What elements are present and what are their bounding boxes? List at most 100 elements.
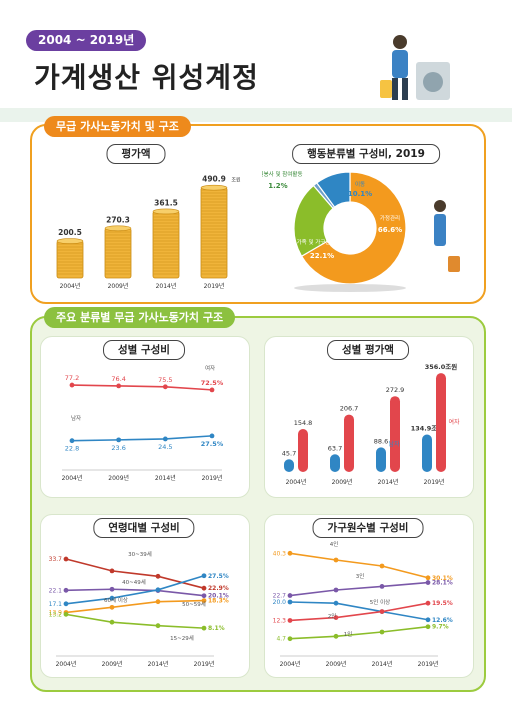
data-label: 22.8 xyxy=(65,445,79,453)
series-point xyxy=(63,556,69,562)
data-label: 27.5% xyxy=(201,440,224,448)
value-bar xyxy=(298,429,308,472)
end-label: 22.9% xyxy=(208,585,229,592)
series-point xyxy=(287,599,293,605)
household-share-line-chart: 2004년 2009년 2014년 2019년 40.3 30.1% 4인 22.7 28.1%… xyxy=(273,541,453,668)
series-point xyxy=(425,580,431,585)
donut-value-label: 10.1% xyxy=(348,190,372,198)
start-label: 22.1 xyxy=(49,587,63,594)
coin-top xyxy=(56,238,84,244)
series-name-label: 3인 xyxy=(356,573,365,580)
series-name-label: 여자 xyxy=(448,418,460,426)
series-point xyxy=(162,436,168,442)
series-line xyxy=(71,384,213,391)
series-point xyxy=(333,615,339,620)
end-label: 18.3% xyxy=(208,598,229,605)
series-name-label: 60세 이상 xyxy=(104,596,128,604)
donut-category-label: 이동 xyxy=(355,180,365,188)
value-label: 63.7 xyxy=(328,444,342,452)
series-point xyxy=(155,587,161,593)
series-name-label: 여자 xyxy=(205,364,215,372)
end-label: 9.7% xyxy=(432,624,449,631)
value-label: 272.9 xyxy=(386,386,405,394)
series-name-label: 50~59세 xyxy=(182,600,206,608)
data-label: 24.5 xyxy=(158,443,172,451)
tick-label: 2019년 xyxy=(424,478,445,486)
start-label: 13.9 xyxy=(49,609,63,616)
coin-top xyxy=(200,184,228,191)
series-point xyxy=(209,433,215,439)
section1-label: 무급 가사노동가치 및 구조 xyxy=(44,116,191,137)
gender-value-title: 성별 평가액 xyxy=(327,340,409,360)
card-gender-share xyxy=(40,336,250,498)
series-name-label: 40~49세 xyxy=(122,578,146,586)
end-label: 12.6% xyxy=(432,617,453,624)
series-point xyxy=(201,625,207,631)
start-label: 13.2 xyxy=(49,611,63,618)
value-bar xyxy=(390,396,400,472)
donut-shadow xyxy=(294,284,406,292)
eval-tick-label: 2004년 xyxy=(60,282,81,290)
tick-label: 2014년 xyxy=(148,660,169,668)
tick-label: 2004년 xyxy=(286,478,307,486)
series-point xyxy=(109,568,115,574)
period-badge: 2004 ~ 2019년 xyxy=(26,30,147,51)
value-bar xyxy=(284,459,294,472)
tick-label: 2009년 xyxy=(332,478,353,486)
value-bar xyxy=(436,373,446,472)
series-point xyxy=(425,600,431,606)
start-label: 20.0 xyxy=(273,599,287,606)
end-label: 27.5% xyxy=(208,573,229,580)
eval-value-label: 361.5 xyxy=(154,198,178,207)
eval-bar xyxy=(200,187,228,279)
tick-label: 2004년 xyxy=(62,474,83,482)
eval-chart-title: 평가액 xyxy=(106,144,166,164)
series-line xyxy=(289,601,429,621)
value-label: 45.7 xyxy=(282,449,296,457)
series-point xyxy=(63,601,69,607)
woman-icon xyxy=(434,200,446,212)
coin-top xyxy=(152,208,180,215)
age-share-line-chart: 2004년 2009년 2014년 2019년 33.7 22.9% 30~39세 22.1 2… xyxy=(49,550,229,668)
series-name-label: 남자 xyxy=(388,440,400,448)
donut-slice xyxy=(315,171,351,208)
series-name-label: 1인 xyxy=(344,631,353,638)
series-name-label: 30~39세 xyxy=(128,550,152,558)
series-point xyxy=(379,563,385,569)
start-label: 12.3 xyxy=(273,617,287,624)
series-point xyxy=(201,598,207,603)
series-point xyxy=(333,600,339,606)
value-bar xyxy=(344,414,354,472)
eval-bar xyxy=(56,240,84,279)
tick-label: 2019년 xyxy=(202,474,223,482)
household-share-title: 가구원수별 구성비 xyxy=(312,518,424,538)
tick-label: 2009년 xyxy=(102,660,123,668)
series-point xyxy=(201,573,207,579)
eval-tick-label: 2019년 xyxy=(204,282,225,290)
series-point xyxy=(333,557,339,563)
tick-label: 2019년 xyxy=(194,660,215,668)
series-line xyxy=(289,552,429,579)
value-bar xyxy=(376,447,386,472)
gender-value-bar-chart: 45.7 154.8 2004년 63.7 206.7 2009년 88.6 272.9 201… xyxy=(282,362,460,486)
gender-share-line-chart: 2004년 2009년 2014년 2019년 77.2 76.4 75.5 72.5% 여자 2… xyxy=(62,364,224,482)
end-label: 8.1% xyxy=(208,625,225,632)
age-share-title: 연령대별 구성비 xyxy=(93,518,195,538)
donut-value-label: 22.1% xyxy=(310,252,334,260)
series-point xyxy=(201,593,207,599)
value-label: 154.8 xyxy=(294,419,313,427)
eval-tick-label: 2009년 xyxy=(108,282,129,290)
person-icon xyxy=(393,35,407,49)
card-household-share xyxy=(264,514,474,678)
value-bar xyxy=(330,454,340,472)
start-label: 4.7 xyxy=(276,636,286,643)
series-point xyxy=(63,611,69,617)
donut-category-label: 가정관리 xyxy=(380,214,400,222)
series-point xyxy=(425,617,431,623)
series-point xyxy=(287,550,293,556)
start-label: 33.7 xyxy=(49,556,63,563)
donut-chart-title: 행동분류별 구성비, 2019 xyxy=(292,144,440,164)
series-point xyxy=(333,587,339,593)
series-name-label: 2인 xyxy=(328,613,337,620)
coin-top xyxy=(104,225,132,232)
